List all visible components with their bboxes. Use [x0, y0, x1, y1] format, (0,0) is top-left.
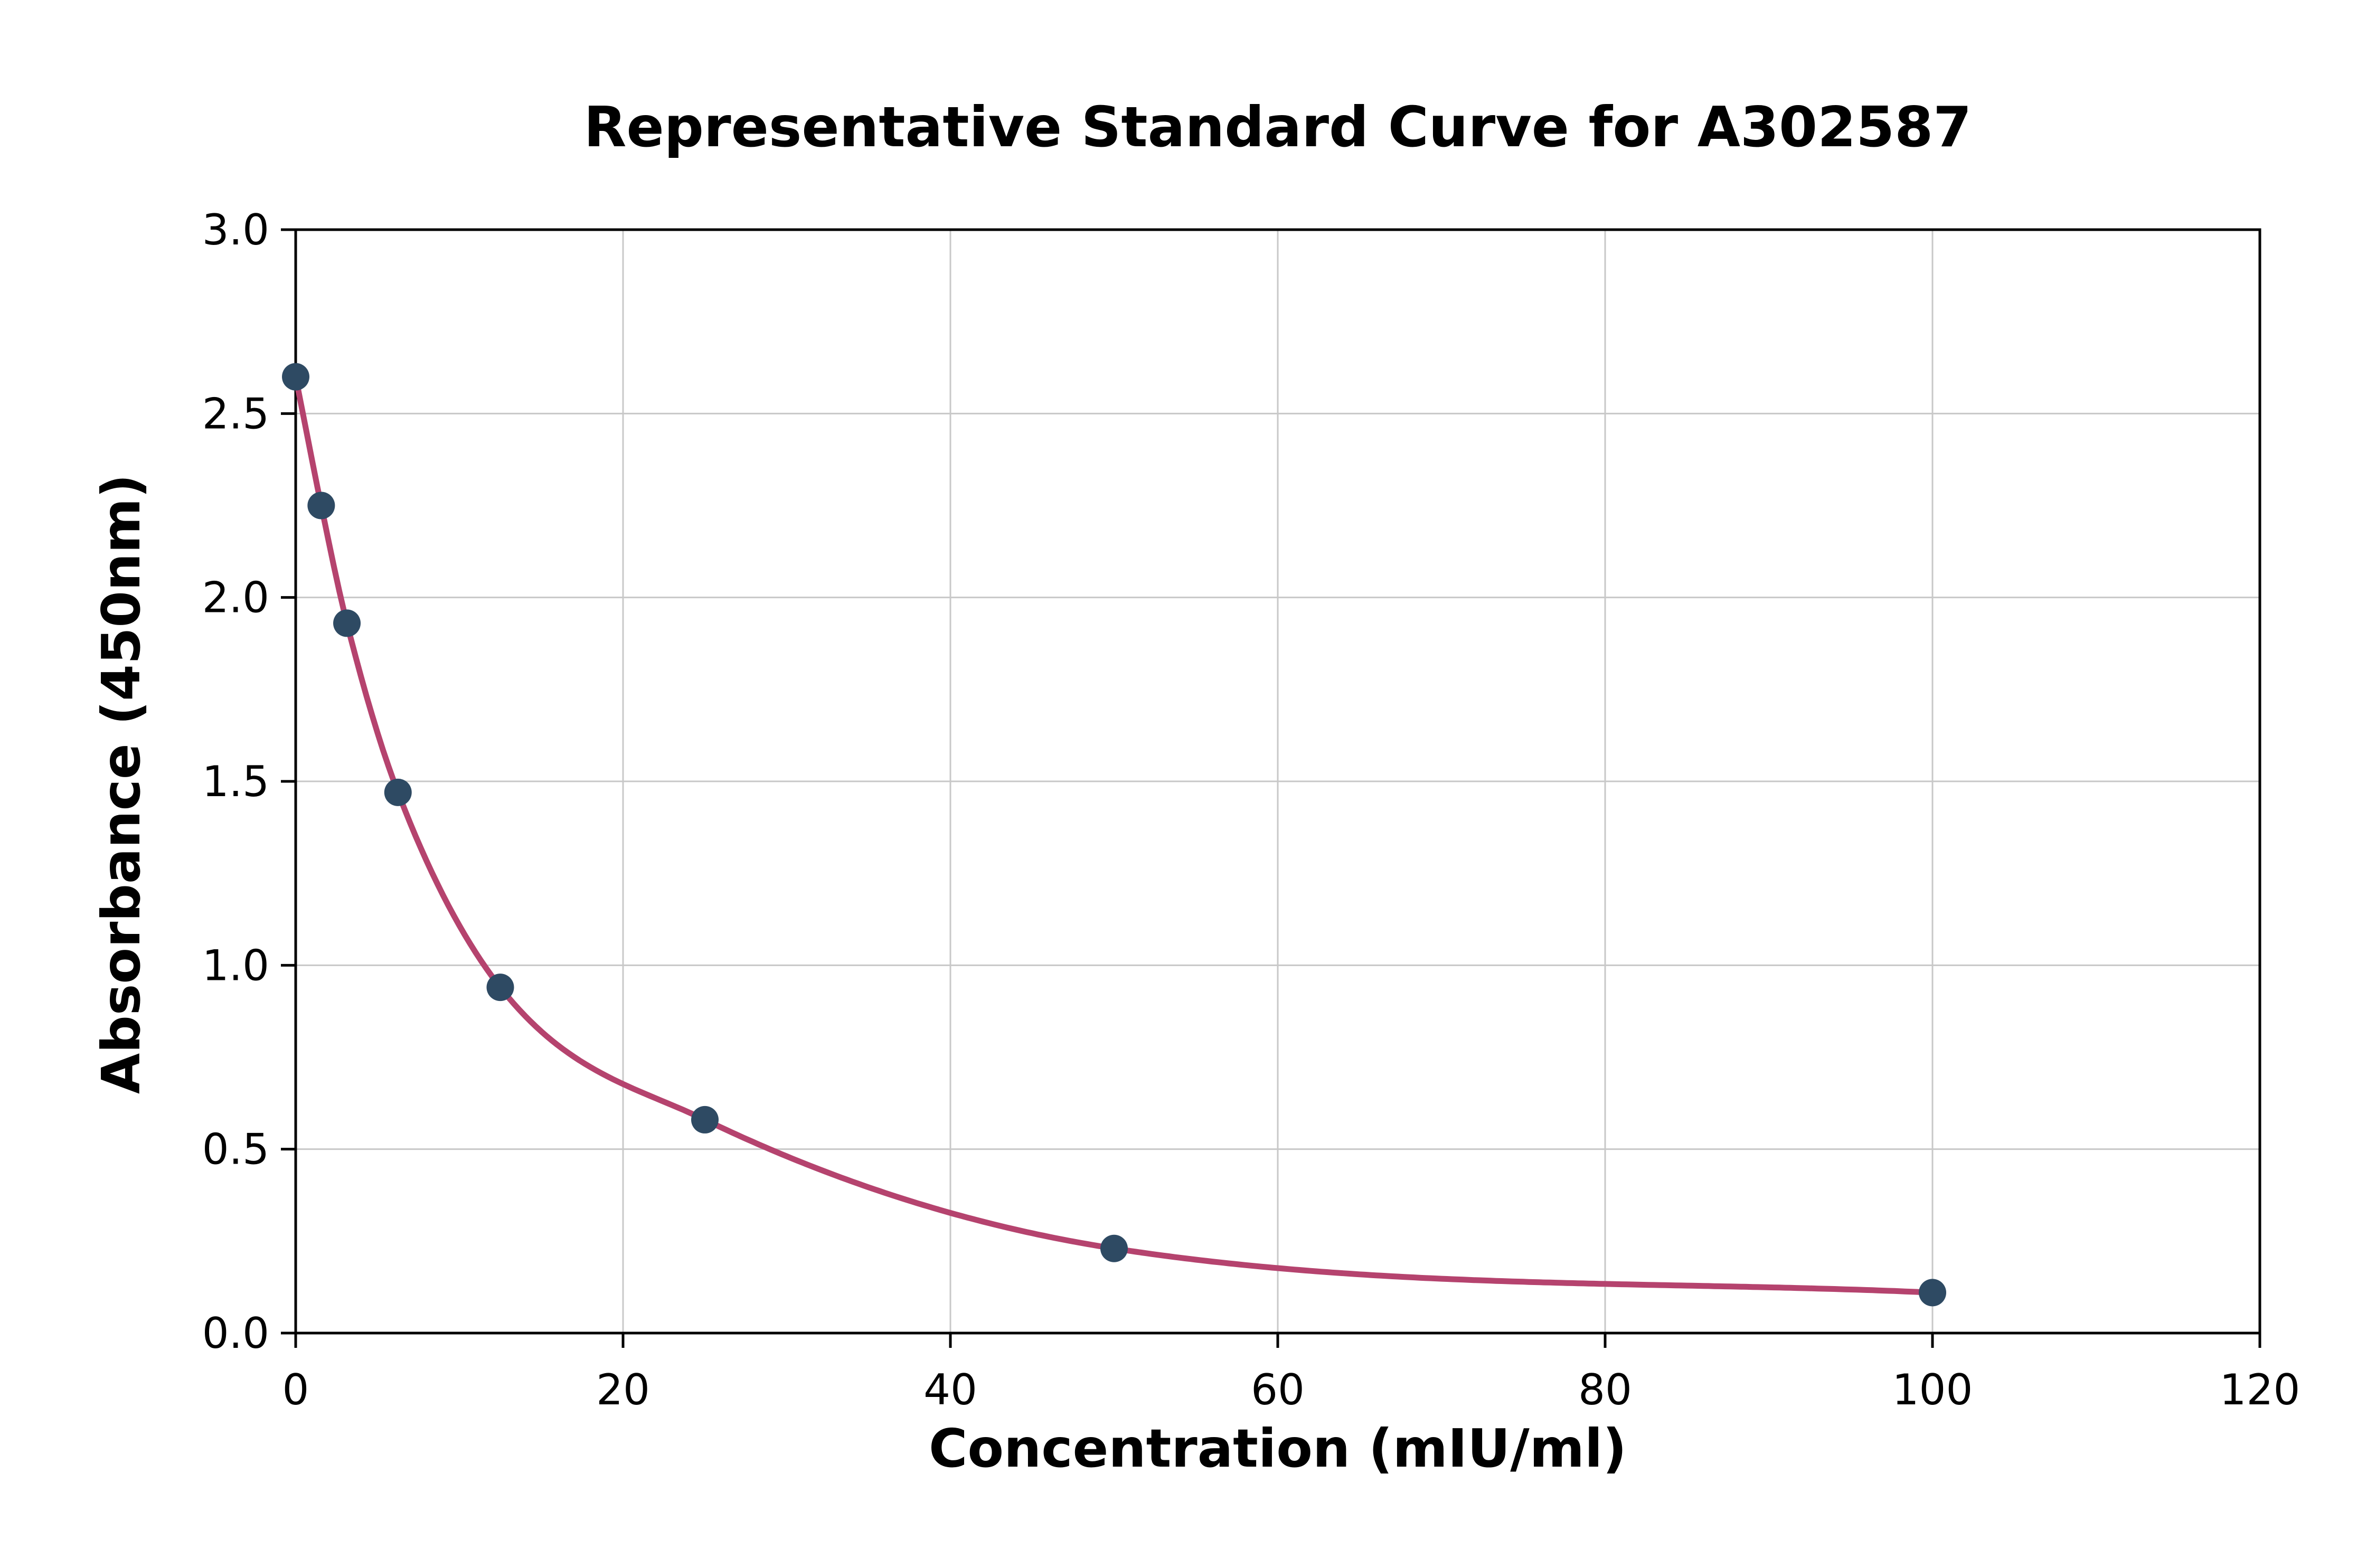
x-tick-label: 120: [2220, 1365, 2300, 1414]
data-point: [1919, 1279, 1946, 1307]
data-point: [307, 492, 335, 519]
x-axis-label: Concentration (mIU/ml): [929, 1418, 1627, 1479]
y-tick-label: 3.0: [202, 205, 269, 254]
y-tick-label: 1.5: [202, 757, 269, 806]
x-tick-label: 0: [282, 1365, 309, 1414]
x-tick-label: 40: [923, 1365, 977, 1414]
x-tick-label: 100: [1892, 1365, 1973, 1414]
y-tick-label: 2.5: [202, 389, 269, 438]
y-tick-label: 0.5: [202, 1125, 269, 1174]
data-point: [1100, 1234, 1128, 1262]
chart-title: Representative Standard Curve for A30258…: [583, 95, 1972, 159]
data-point: [486, 974, 514, 1002]
data-point: [333, 609, 361, 637]
fit-line: [293, 374, 1936, 1296]
x-tick-label: 20: [596, 1365, 650, 1414]
y-tick-label: 1.0: [202, 941, 269, 990]
data-point: [384, 778, 412, 806]
data-point: [691, 1106, 719, 1134]
x-tick-label: 80: [1578, 1365, 1632, 1414]
y-tick-label: 0.0: [202, 1309, 269, 1358]
x-tick-label: 60: [1251, 1365, 1305, 1414]
y-tick-label: 2.0: [202, 573, 269, 622]
data-point: [282, 363, 309, 391]
